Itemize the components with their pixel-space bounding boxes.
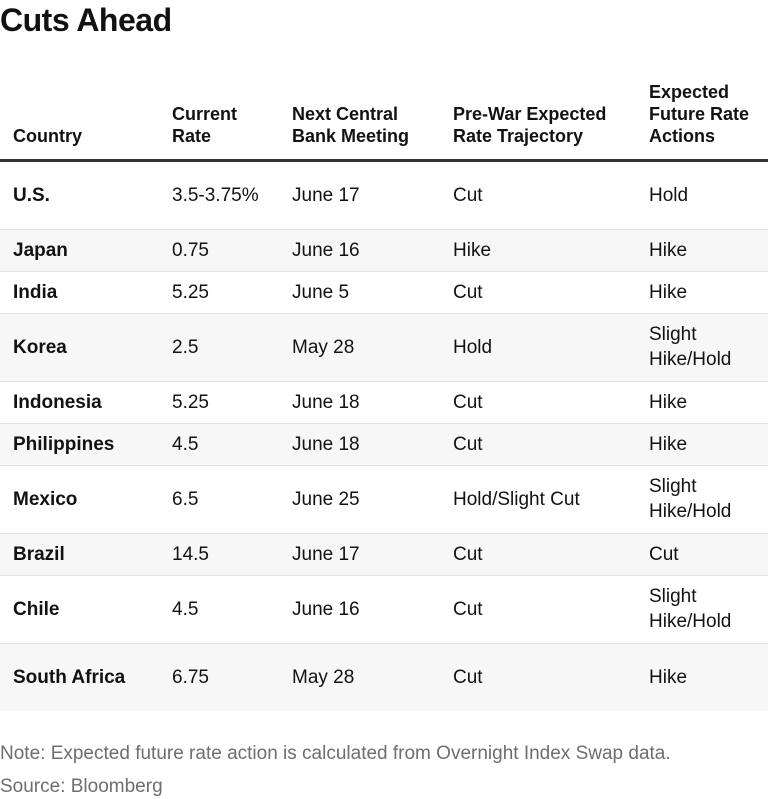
cell-country: Japan — [0, 228, 159, 271]
cell-next-meeting: May 28 — [279, 312, 440, 381]
cell-country: Korea — [0, 312, 159, 381]
cell-expected-actions: Slight Hike/Hold — [636, 312, 768, 381]
cell-pre-war-trajectory: Cut — [440, 160, 636, 229]
cell-next-meeting: June 16 — [279, 574, 440, 643]
cell-current-rate: 6.5 — [159, 464, 279, 533]
cell-country: Indonesia — [0, 380, 159, 423]
table-row: Mexico 6.5 June 25 Hold/Slight Cut Slight Hi… — [0, 464, 768, 533]
table-body: U.S. 3.5-3.75% June 17 Cut Hold Japan 0.75 June… — [0, 160, 768, 711]
cell-current-rate: 3.5-3.75% — [159, 160, 279, 229]
cell-country: Philippines — [0, 422, 159, 465]
cell-next-meeting: June 18 — [279, 422, 440, 465]
table-row: Japan 0.75 June 16 Hike Hike — [0, 228, 768, 271]
cell-pre-war-trajectory: Cut — [440, 574, 636, 643]
cell-current-rate: 14.5 — [159, 532, 279, 575]
table-header-row: Country Current Rate Next Central Bank M… — [0, 76, 768, 162]
footnote-source: Source: Bloomberg — [0, 776, 163, 797]
cell-current-rate: 5.25 — [159, 270, 279, 313]
cell-country: Chile — [0, 574, 159, 643]
cell-expected-actions: Hike — [636, 380, 768, 423]
cell-pre-war-trajectory: Cut — [440, 422, 636, 465]
cell-current-rate: 4.5 — [159, 422, 279, 465]
cell-current-rate: 2.5 — [159, 312, 279, 381]
cell-expected-actions: Hike — [636, 270, 768, 313]
cell-current-rate: 4.5 — [159, 574, 279, 643]
cell-pre-war-trajectory: Hike — [440, 228, 636, 271]
cell-country: Mexico — [0, 464, 159, 533]
table-row: Brazil 14.5 June 17 Cut Cut — [0, 532, 768, 575]
cell-pre-war-trajectory: Cut — [440, 380, 636, 423]
footnote-note: Note: Expected future rate action is cal… — [0, 743, 671, 764]
cell-pre-war-trajectory: Cut — [440, 270, 636, 313]
table-row: Korea 2.5 May 28 Hold Slight Hike/Hold — [0, 312, 768, 381]
cell-next-meeting: June 18 — [279, 380, 440, 423]
cell-expected-actions: Hike — [636, 228, 768, 271]
cell-expected-actions: Cut — [636, 532, 768, 575]
table-row: India 5.25 June 5 Cut Hike — [0, 270, 768, 313]
cell-pre-war-trajectory: Hold — [440, 312, 636, 381]
cell-next-meeting: June 5 — [279, 270, 440, 313]
table-row: U.S. 3.5-3.75% June 17 Cut Hold — [0, 160, 768, 229]
cell-expected-actions: Hold — [636, 160, 768, 229]
cell-pre-war-trajectory: Hold/Slight Cut — [440, 464, 636, 533]
cell-next-meeting: June 17 — [279, 532, 440, 575]
cell-country: South Africa — [0, 642, 159, 711]
cell-pre-war-trajectory: Cut — [440, 642, 636, 711]
cell-next-meeting: June 25 — [279, 464, 440, 533]
cell-next-meeting: June 16 — [279, 228, 440, 271]
cell-pre-war-trajectory: Cut — [440, 532, 636, 575]
rates-table: Country Current Rate Next Central Bank M… — [0, 76, 768, 711]
chart-title: Cuts Ahead — [0, 2, 172, 38]
column-header-next-meeting: Next Central Bank Meeting — [279, 76, 440, 162]
cell-current-rate: 6.75 — [159, 642, 279, 711]
cell-expected-actions: Slight Hike/Hold — [636, 574, 768, 643]
cell-country: Brazil — [0, 532, 159, 575]
cell-expected-actions: Hike — [636, 422, 768, 465]
cell-expected-actions: Hike — [636, 642, 768, 711]
column-header-country: Country — [0, 76, 159, 162]
table-row: Chile 4.5 June 16 Cut Slight Hike/Hold — [0, 574, 768, 643]
table-row: Philippines 4.5 June 18 Cut Hike — [0, 422, 768, 465]
table-row: South Africa 6.75 May 28 Cut Hike — [0, 642, 768, 711]
cell-current-rate: 5.25 — [159, 380, 279, 423]
cell-current-rate: 0.75 — [159, 228, 279, 271]
cell-country: India — [0, 270, 159, 313]
cell-next-meeting: June 17 — [279, 160, 440, 229]
cell-country: U.S. — [0, 160, 159, 229]
table-row: Indonesia 5.25 June 18 Cut Hike — [0, 380, 768, 423]
cell-next-meeting: May 28 — [279, 642, 440, 711]
column-header-current-rate: Current Rate — [159, 76, 279, 162]
column-header-pre-war-trajectory: Pre-War Expected Rate Trajectory — [440, 76, 636, 162]
column-header-expected-actions: Expected Future Rate Actions — [636, 76, 768, 162]
cell-expected-actions: Slight Hike/Hold — [636, 464, 768, 533]
